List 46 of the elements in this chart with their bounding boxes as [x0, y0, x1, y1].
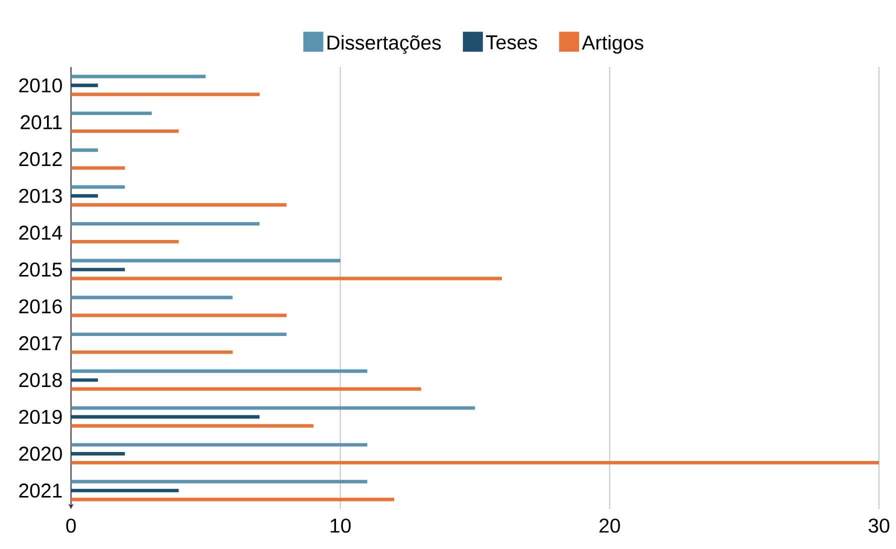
legend-label: Dissertações [328, 35, 441, 54]
bar [71, 203, 286, 207]
bar [71, 148, 98, 152]
bar [71, 296, 233, 300]
x-tick-label: 0 [66, 518, 76, 533]
bar [71, 480, 368, 484]
bar [71, 84, 98, 88]
bar [71, 185, 125, 189]
bar [71, 378, 98, 382]
bar [71, 332, 286, 336]
y-tick-label: 2018 [19, 372, 62, 388]
legend-label: Artigos [582, 35, 644, 54]
x-tick-label: 30 [868, 518, 890, 533]
bar [71, 488, 179, 492]
bar [71, 314, 286, 318]
y-tick-label: 2017 [19, 336, 62, 350]
bar [71, 129, 179, 133]
bar [71, 369, 368, 373]
bar [71, 452, 125, 456]
bar [71, 443, 368, 447]
bar [71, 406, 476, 410]
y-tick-label: 2021 [19, 483, 62, 498]
bar [71, 424, 314, 428]
bar [71, 240, 179, 244]
x-tick-label: 20 [600, 518, 620, 533]
y-tick-label: 2014 [19, 226, 62, 240]
y-tick-label: 2012 [19, 152, 62, 166]
bar [71, 350, 233, 354]
bar [71, 258, 340, 262]
bar [71, 222, 260, 226]
bar [71, 112, 152, 116]
legend-label: Teses [486, 35, 538, 50]
bar [71, 460, 879, 464]
x-tick-label: 10 [330, 518, 351, 533]
y-tick-label: 2015 [19, 262, 62, 277]
y-tick-label: 2013 [19, 188, 62, 203]
bar [71, 194, 98, 198]
y-tick-label: 2016 [19, 299, 62, 314]
y-tick-label: 2010 [19, 78, 62, 92]
y-tick-label: 2011 [20, 115, 62, 130]
bar [71, 268, 125, 272]
bar [71, 415, 260, 419]
bar [71, 74, 206, 78]
y-tick-label: 2019 [19, 410, 62, 424]
y-tick-label: 2020 [19, 446, 62, 461]
bar [71, 92, 260, 96]
